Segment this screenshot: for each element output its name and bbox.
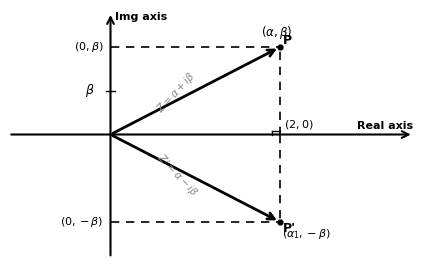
Text: $(2,0)$: $(2,0)$ xyxy=(284,118,314,131)
Text: $Z = \alpha + i\beta$: $Z = \alpha + i\beta$ xyxy=(154,70,199,116)
Text: $(0, -\beta)$: $(0, -\beta)$ xyxy=(60,215,103,229)
Text: $\beta$: $\beta$ xyxy=(85,82,94,100)
Text: $(\alpha_1, -\beta)$: $(\alpha_1, -\beta)$ xyxy=(283,227,331,241)
Text: $Z' = \alpha - i\beta$: $Z' = \alpha - i\beta$ xyxy=(153,151,200,201)
Text: Real axis: Real axis xyxy=(357,121,414,131)
Text: Img axis: Img axis xyxy=(115,12,167,22)
Text: P: P xyxy=(283,34,292,47)
Text: $(0, \beta)$: $(0, \beta)$ xyxy=(74,40,103,54)
Text: P': P' xyxy=(283,222,295,235)
Text: $(\alpha, \beta)$: $(\alpha, \beta)$ xyxy=(261,24,292,41)
